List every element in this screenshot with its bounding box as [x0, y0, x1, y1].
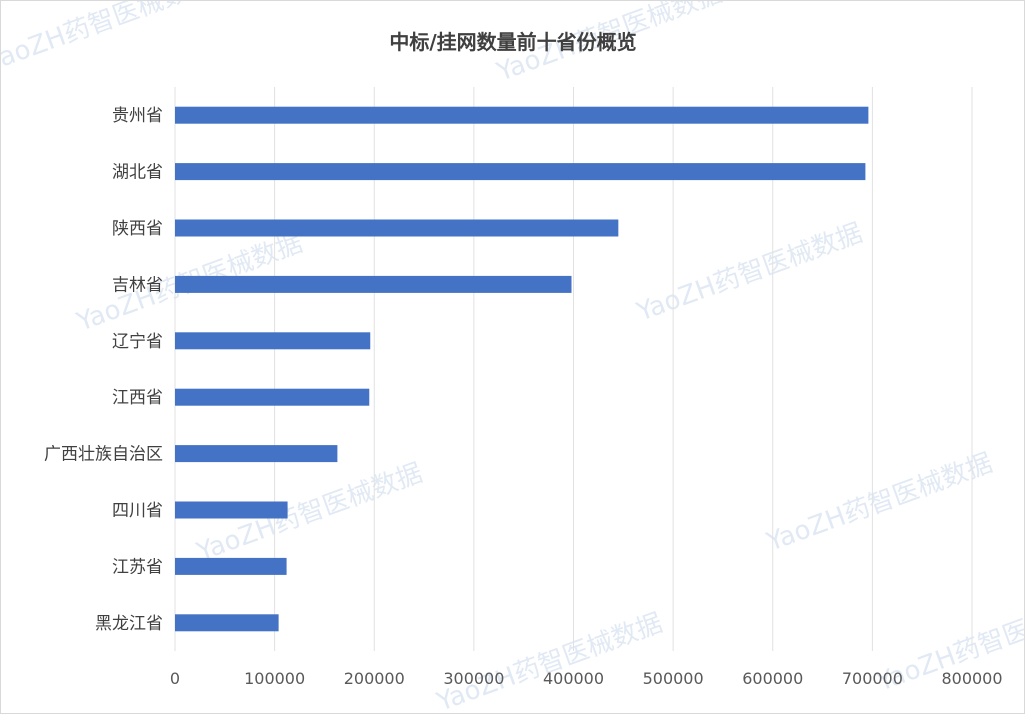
category-label: 陕西省	[112, 219, 163, 239]
x-tick-label: 800000	[941, 669, 1002, 688]
category-label: 湖北省	[112, 163, 163, 183]
bars	[175, 106, 869, 632]
watermark-text: YaoZH药智医械数据	[762, 448, 996, 558]
bar	[175, 219, 619, 237]
bar	[175, 501, 288, 519]
x-tick-label: 300000	[443, 669, 504, 688]
x-tick-label: 500000	[643, 669, 704, 688]
bar	[175, 163, 866, 181]
x-tick-label: 0	[170, 669, 180, 688]
category-label: 江苏省	[112, 557, 163, 577]
x-tick-label: 200000	[344, 669, 405, 688]
watermark-text: YaoZH药智医械数据	[1, 1, 217, 78]
bar	[175, 388, 370, 406]
x-tick-label: 600000	[742, 669, 803, 688]
category-label: 吉林省	[112, 275, 163, 295]
gridlines	[174, 87, 973, 651]
x-tick-label: 400000	[543, 669, 604, 688]
category-label: 四川省	[112, 501, 163, 521]
watermark-text: YaoZH药智医械数据	[632, 218, 866, 328]
category-label: 广西壮族自治区	[44, 445, 163, 465]
category-label: 贵州省	[112, 106, 163, 126]
category-label: 江西省	[112, 388, 163, 408]
x-tick-labels: 0 100000 200000 300000 400000 500000 600000 700…	[170, 669, 1003, 688]
x-tick-label: 100000	[244, 669, 305, 688]
bar	[175, 557, 287, 575]
x-tick-label: 700000	[842, 669, 903, 688]
watermark-text: YaoZH药智医械数据	[432, 608, 666, 713]
bar	[175, 614, 279, 632]
bar	[175, 445, 338, 463]
chart-title: 中标/挂网数量前十省份概览	[389, 30, 636, 54]
bar	[175, 106, 869, 124]
bar	[175, 332, 371, 350]
bar	[175, 275, 572, 293]
category-label: 辽宁省	[112, 332, 163, 352]
category-label: 黑龙江省	[95, 614, 163, 634]
